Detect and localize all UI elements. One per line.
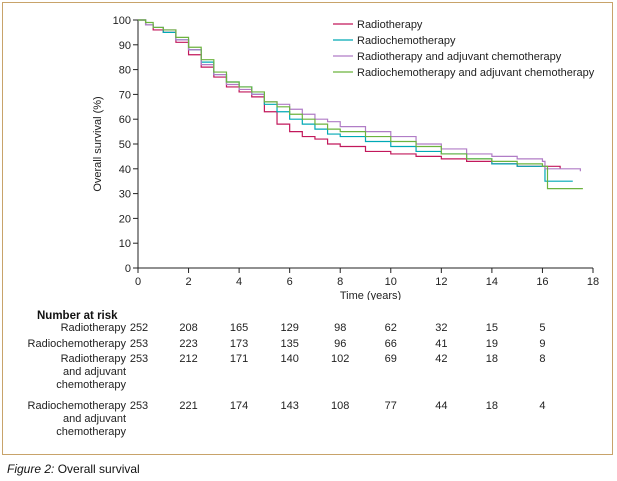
figure-frame xyxy=(2,2,613,455)
risk-row-label-line: Radiochemotherapy xyxy=(27,400,126,412)
series-line-4 xyxy=(138,19,583,190)
y-tick-label: 80 xyxy=(119,65,131,77)
risk-value: 221 xyxy=(179,400,198,412)
risk-value: 18 xyxy=(485,353,498,365)
figure-label: Figure 2: xyxy=(7,462,55,476)
series-line-2 xyxy=(138,19,573,182)
risk-value: 253 xyxy=(129,338,149,350)
x-tick-label: 10 xyxy=(385,276,397,288)
risk-value: 5 xyxy=(539,322,546,334)
y-axis-title: Overall survival (%) xyxy=(92,96,104,191)
risk-value: 44 xyxy=(435,400,448,412)
risk-value: 32 xyxy=(435,322,448,334)
risk-table-heading: Number at risk xyxy=(37,310,118,322)
y-tick-label: 100 xyxy=(113,15,131,27)
risk-value: 4 xyxy=(539,400,546,412)
risk-value: 173 xyxy=(229,338,249,350)
legend-label: Radiotherapy xyxy=(357,19,423,31)
risk-value: 223 xyxy=(179,338,198,350)
x-tick-label: 18 xyxy=(587,276,599,288)
figure-caption: Figure 2: Overall survival xyxy=(7,462,140,476)
y-tick-label: 50 xyxy=(119,139,131,151)
x-tick-label: 6 xyxy=(287,276,293,288)
risk-value: 102 xyxy=(331,353,350,365)
risk-value: 108 xyxy=(331,400,350,412)
risk-value: 143 xyxy=(280,400,299,412)
risk-value: 8 xyxy=(539,353,546,365)
y-tick-label: 0 xyxy=(125,263,131,275)
series-lines xyxy=(138,19,583,190)
risk-row-label: Radiochemotherapy and adjuvant chemotherap… xyxy=(28,400,126,439)
x-tick-label: 8 xyxy=(337,276,343,288)
risk-value: 77 xyxy=(384,400,397,412)
risk-value: 96 xyxy=(334,338,347,350)
risk-value: 253 xyxy=(129,400,149,412)
risk-value: 212 xyxy=(179,353,198,365)
y-tick-label: 60 xyxy=(119,114,131,126)
y-tick-label: 70 xyxy=(119,89,131,101)
figure-title: Overall survival xyxy=(54,462,140,476)
risk-value: 62 xyxy=(384,322,397,334)
y-tick-label: 40 xyxy=(119,164,131,176)
x-tick-label: 14 xyxy=(486,276,498,288)
risk-row-label-line: chemotherapy xyxy=(56,426,126,438)
risk-value: 165 xyxy=(229,322,249,334)
risk-value: 252 xyxy=(129,322,149,334)
risk-row-label-line: and adjuvant xyxy=(63,366,126,378)
y-tick-label: 10 xyxy=(119,238,131,250)
risk-value: 208 xyxy=(179,322,198,334)
risk-row-label: Radiotherapy xyxy=(61,322,126,335)
risk-value: 18 xyxy=(485,400,498,412)
risk-value: 98 xyxy=(334,322,347,334)
x-tick-label: 0 xyxy=(135,276,141,288)
risk-value: 174 xyxy=(229,400,249,412)
risk-value: 19 xyxy=(485,338,498,350)
risk-value: 69 xyxy=(384,353,397,365)
axes: 0 10 20 30 40 50 60 70 80 90 100 0 2 4 6 8 10 12 14 16 18 Tim… xyxy=(92,15,599,300)
risk-row-label-line: Radiotherapy xyxy=(60,353,126,365)
risk-row-label-line: Radiotherapy xyxy=(60,322,126,334)
y-tick-label: 20 xyxy=(119,213,131,225)
risk-row-label: Radiochemotherapy xyxy=(28,338,126,351)
x-tick-label: 2 xyxy=(185,276,191,288)
y-tick-label: 30 xyxy=(119,189,131,201)
survival-chart: 0 10 20 30 40 50 60 70 80 90 100 0 2 4 6 8 10 12 14 16 18 Tim… xyxy=(92,15,599,300)
risk-value: 171 xyxy=(229,353,249,365)
x-tick-label: 12 xyxy=(435,276,447,288)
risk-row-label-line: Radiochemotherapy xyxy=(27,338,126,350)
risk-value: 135 xyxy=(280,338,299,350)
risk-value: 140 xyxy=(280,353,299,365)
legend: Radiotherapy Radiochemotherapy Radiotherap… xyxy=(333,19,595,79)
risk-value: 15 xyxy=(485,322,498,334)
legend-label: Radiotherapy and adjuvant chemotherapy xyxy=(357,51,562,63)
risk-value: 129 xyxy=(280,322,299,334)
risk-row-label: Radiotherapy and adjuvant chemotherapy xyxy=(56,353,126,392)
series-line-1 xyxy=(138,19,561,169)
legend-label: Radiochemotherapy xyxy=(357,35,456,47)
risk-value: 42 xyxy=(435,353,448,365)
risk-row-label-line: and adjuvant xyxy=(63,413,126,425)
risk-value: 41 xyxy=(435,338,448,350)
x-tick-label: 4 xyxy=(236,276,242,288)
legend-label: Radiochemotherapy and adjuvant chemother… xyxy=(357,67,595,79)
risk-row-label-line: chemotherapy xyxy=(56,379,126,391)
x-axis-title: Time (years) xyxy=(340,290,401,300)
risk-value: 253 xyxy=(129,353,149,365)
x-tick-label: 16 xyxy=(536,276,548,288)
y-tick-label: 90 xyxy=(119,40,131,52)
risk-value: 66 xyxy=(384,338,397,350)
risk-value: 9 xyxy=(539,338,546,350)
